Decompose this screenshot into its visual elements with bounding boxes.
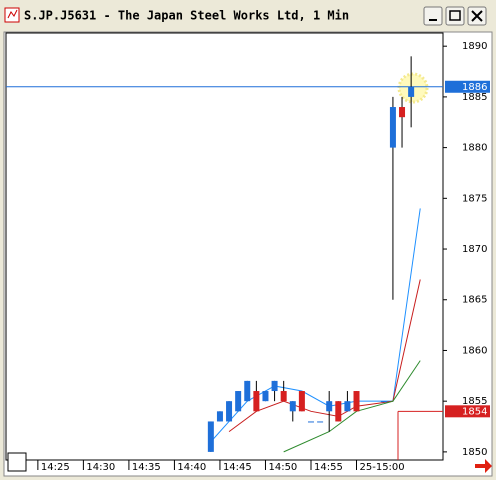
y-tick-label: 1865	[462, 295, 487, 306]
price-tag-label: 1886	[462, 82, 487, 93]
maximize-button[interactable]	[445, 6, 465, 26]
candle-body	[216, 411, 223, 422]
candle-body	[226, 401, 233, 422]
price-tag	[445, 405, 490, 418]
candle-body	[207, 421, 214, 452]
app-icon	[4, 7, 20, 23]
candle-body	[408, 86, 415, 97]
x-tick-label: 14:50	[268, 462, 297, 473]
candle-body	[289, 401, 296, 412]
candle-body	[317, 421, 324, 423]
plot-area	[5, 32, 444, 461]
chart-title: S.JP.J5631 - The Japan Steel Works Ltd, …	[24, 9, 349, 23]
candle-body	[353, 391, 360, 412]
x-tick-label: 14:25	[41, 462, 70, 473]
candle-body	[326, 401, 333, 412]
candle-body	[389, 107, 396, 148]
x-tick-label: 25-15:00	[360, 462, 405, 473]
candle-body	[244, 380, 251, 402]
candle-body	[307, 421, 314, 423]
x-tick-label: 14:45	[223, 462, 252, 473]
moving-average	[228, 279, 421, 433]
x-tick-label: 14:55	[314, 462, 343, 473]
y-tick-label: 1890	[462, 41, 487, 52]
candle-body	[335, 401, 342, 422]
y-tick-label: 1875	[462, 193, 487, 204]
scroll-arrow[interactable]	[475, 459, 492, 473]
candle-body	[380, 401, 387, 403]
candle-body	[271, 380, 278, 392]
title-bar	[0, 0, 496, 30]
candle-body	[399, 107, 406, 118]
candle-body	[298, 391, 305, 412]
y-tick-label: 1885	[462, 92, 487, 103]
minimize-button[interactable]	[423, 6, 443, 26]
candle-body	[253, 391, 260, 412]
candle-body	[344, 401, 351, 412]
x-tick-label: 14:40	[177, 462, 206, 473]
candle-body	[235, 391, 242, 412]
y-tick-label: 1855	[462, 396, 487, 407]
price-tag	[445, 80, 490, 93]
icon	[449, 10, 461, 21]
window-buttons[interactable]	[423, 6, 487, 26]
candle-body	[262, 391, 269, 402]
corner-box[interactable]	[7, 452, 27, 472]
moving-average	[283, 360, 421, 453]
y-tick-label: 1870	[462, 244, 487, 255]
x-tick-label: 14:35	[132, 462, 161, 473]
y-tick-label: 1860	[462, 345, 487, 356]
icon	[471, 10, 483, 22]
y-tick-label: 1880	[462, 143, 487, 154]
app-icon-glyph	[7, 9, 18, 19]
price-tag-label: 1854	[462, 406, 487, 417]
candle-body	[280, 391, 287, 402]
x-tick-label: 14:30	[86, 462, 115, 473]
y-tick-label: 1850	[462, 447, 487, 458]
